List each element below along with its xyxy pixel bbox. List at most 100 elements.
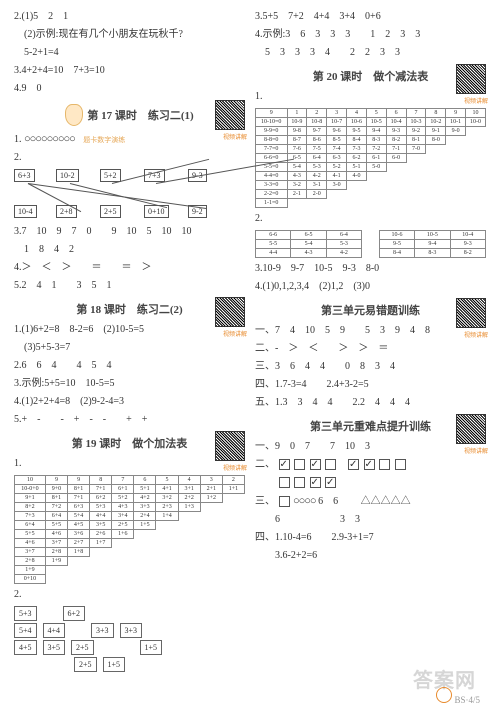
text-line: 5.+ - - + - - + + bbox=[14, 413, 245, 427]
item-1: 1. ○○○○○○○○○ 题卡数字演练 bbox=[14, 132, 245, 147]
footer-text: BS·4/5 bbox=[454, 695, 480, 705]
qr-label: 视频讲解 bbox=[223, 463, 247, 472]
text-line: 5 3 3 3 4 2 2 3 3 bbox=[255, 46, 486, 60]
section-title: 第 18 课时 练习二(2) bbox=[76, 301, 182, 317]
item-num: 2. bbox=[14, 588, 245, 602]
expr-box: 3+5 bbox=[43, 640, 66, 655]
text-line: (3)5+5-3=7 bbox=[14, 341, 245, 355]
expr-box: 1+5 bbox=[140, 640, 163, 655]
text-line: 一、7 4 10 5 9 5 3 9 4 8 bbox=[255, 324, 486, 338]
box-table-2: 6-66-56-410-610-510-45-55-45-39-59-49-34… bbox=[255, 230, 486, 258]
circle-icon bbox=[436, 687, 452, 703]
section-title: 第 17 课时 练习二(1) bbox=[87, 107, 193, 123]
qr-label: 视频讲解 bbox=[464, 330, 488, 339]
text-line: 5-2+1=4 bbox=[14, 46, 245, 60]
section-title: 第 20 课时 做个减法表 bbox=[313, 68, 429, 84]
qr-icon bbox=[456, 298, 486, 328]
checkbox bbox=[379, 459, 390, 470]
item-num: 1. bbox=[255, 90, 486, 104]
text-line: 4.(1)0,1,2,3,4 (2)1,2 (3)0 bbox=[255, 280, 486, 294]
text-line: 1 8 4 2 bbox=[14, 243, 245, 257]
checkbox-checked bbox=[348, 459, 359, 470]
section-title: 第三单元易错题训练 bbox=[321, 302, 420, 318]
text-line: 1.(1)6+2=8 8-2=6 (2)10-5=5 bbox=[14, 323, 245, 337]
expr-box: 2+5 bbox=[71, 640, 94, 655]
qr-icon bbox=[215, 297, 245, 327]
text-line: 2.(1)5 2 1 bbox=[14, 10, 245, 24]
qr-icon bbox=[456, 64, 486, 94]
text-line: 5.2 4 1 3 5 1 bbox=[14, 279, 245, 293]
nums: 6 6 bbox=[318, 496, 358, 507]
item-num: 2. bbox=[255, 212, 486, 226]
expr-box: 6+2 bbox=[63, 606, 86, 621]
expr-box: 4+4 bbox=[43, 623, 66, 638]
subtraction-table: 91234567891010-10=010-910-810-710-610-51… bbox=[255, 108, 486, 208]
qr-label: 视频讲解 bbox=[223, 329, 247, 338]
text-line: 6 3 3 bbox=[255, 513, 486, 527]
text-line: 3.7 10 9 7 0 9 10 5 10 10 bbox=[14, 225, 245, 239]
expr-box: 4+5 bbox=[14, 640, 37, 655]
checkbox-row bbox=[255, 476, 486, 490]
text-line: 3.10-9 9-7 10-5 9-3 8-0 bbox=[255, 262, 486, 276]
text-line: 2.6 6 4 4 5 4 bbox=[14, 359, 245, 373]
expr-box: 6+3 bbox=[14, 169, 35, 182]
expr-box: 3+3 bbox=[91, 623, 114, 638]
box-groups: 5+36+25+44+43+33+34+53+52+51+52+51+5 bbox=[14, 604, 245, 674]
item-num: 1. bbox=[14, 457, 245, 471]
section-title: 第三单元重难点提升训练 bbox=[310, 418, 431, 434]
text-line: (2)示例:现在有几个小朋友在玩秋千? bbox=[14, 28, 245, 42]
expr-box: 2+5 bbox=[100, 205, 121, 218]
qr-label: 视频讲解 bbox=[464, 96, 488, 105]
text-line: 3.4+2+4=10 7+3=10 bbox=[14, 64, 245, 78]
checkbox-row: 二、 bbox=[255, 458, 486, 472]
section-17-header: 第 17 课时 练习二(1) 视频讲解 bbox=[14, 104, 245, 126]
text-line: 4.9 0 bbox=[14, 82, 245, 96]
expr-box: 5+3 bbox=[14, 606, 37, 621]
qr-icon bbox=[215, 100, 245, 130]
text-line: 三、3 6 4 4 0 8 3 4 bbox=[255, 360, 486, 374]
qr-icon bbox=[215, 431, 245, 461]
text-line: 4.示例:3 6 3 3 3 1 2 3 3 bbox=[255, 28, 486, 42]
checkbox bbox=[294, 459, 305, 470]
checkbox bbox=[279, 477, 290, 488]
text-line: 4.＞ ＜ ＞ ＝ ＝ ＞ bbox=[14, 261, 245, 275]
page-footer: BS·4/5 bbox=[436, 687, 480, 705]
shape-row: 三、 ○○○○ 6 6 △△△△△ bbox=[255, 494, 486, 509]
text-line: 4.(1)2+2+4=8 (2)9-2-4=3 bbox=[14, 395, 245, 409]
item-num: 二、 bbox=[255, 459, 275, 470]
carrot-icon bbox=[65, 104, 83, 126]
checkbox-checked bbox=[364, 459, 375, 470]
expr-box: 10-4 bbox=[14, 205, 37, 218]
expr-box: 3+3 bbox=[120, 623, 143, 638]
addition-table: 1099876543210-0+09+08+17+16+15+14+13+12+… bbox=[14, 475, 245, 584]
qr-label: 视频讲解 bbox=[223, 132, 247, 141]
section-18-header: 第 18 课时 练习二(2) 视频讲解 bbox=[14, 301, 245, 317]
text-line: 一、9 0 7 7 10 3 bbox=[255, 440, 486, 454]
expr-box: 2+5 bbox=[74, 657, 97, 672]
text-line: 五、1.3 3 4 4 2.2 4 4 4 bbox=[255, 396, 486, 410]
checkbox-checked bbox=[325, 477, 336, 488]
expr-box: 5+4 bbox=[14, 623, 37, 638]
checkbox bbox=[395, 459, 406, 470]
circles: ○○○○○○○○○ bbox=[24, 133, 75, 145]
text-line: 3.6-2+2=6 bbox=[255, 549, 486, 563]
checkbox bbox=[325, 459, 336, 470]
item-num: 三、 bbox=[255, 496, 275, 507]
qr-icon bbox=[456, 414, 486, 444]
section-20-header: 第 20 课时 做个减法表 视频讲解 bbox=[255, 68, 486, 84]
unit3-errors-header: 第三单元易错题训练 视频讲解 bbox=[255, 302, 486, 318]
unit3-hard-header: 第三单元重难点提升训练 视频讲解 bbox=[255, 418, 486, 434]
circles: ○○○○ bbox=[293, 495, 316, 507]
item-2: 2. bbox=[14, 151, 245, 165]
text-line: 四、1.10-4=6 2.9-3+1=7 bbox=[255, 531, 486, 545]
square bbox=[279, 496, 290, 507]
qr-label: 视频讲解 bbox=[464, 446, 488, 455]
item-num: 1. bbox=[14, 134, 22, 145]
text-line: 3.5+5 7+2 4+4 3+4 0+6 bbox=[255, 10, 486, 24]
expr-box: 10-2 bbox=[56, 169, 79, 182]
checkbox bbox=[294, 477, 305, 488]
triangles: △△△△△ bbox=[361, 496, 411, 507]
text-line: 二、- ＞ ＜ ＞ ＞ ＝ bbox=[255, 342, 486, 356]
checkbox-checked bbox=[310, 477, 321, 488]
checkbox-checked bbox=[279, 459, 290, 470]
